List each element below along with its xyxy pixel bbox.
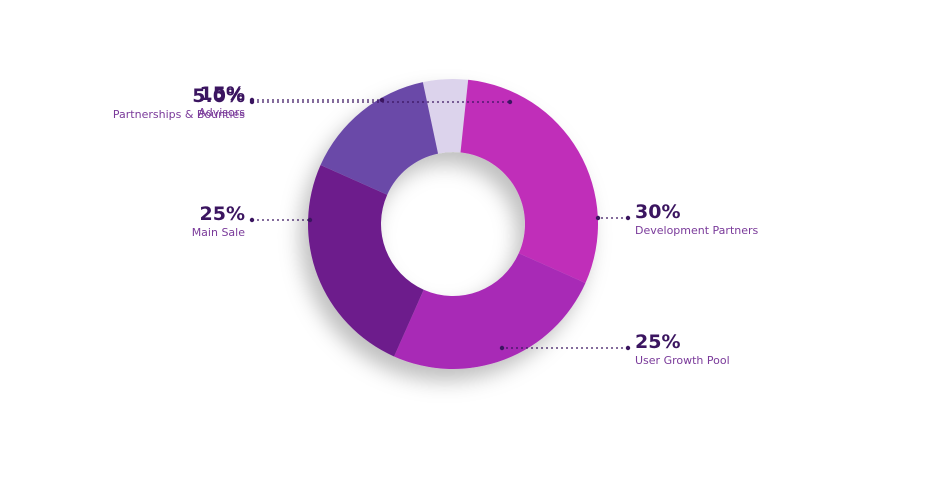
leader-dot	[307, 217, 313, 223]
category-label: Partnerships & Bounties	[113, 108, 245, 121]
value-label: 5.0%	[192, 85, 245, 107]
slice	[320, 82, 439, 195]
value-label: 15%	[200, 83, 245, 105]
value-label: 30%	[635, 201, 680, 223]
leader-dot	[249, 217, 255, 223]
leader-dot	[625, 345, 631, 351]
category-label: Main Sale	[192, 226, 246, 239]
category-label: User Growth Pool	[635, 354, 730, 367]
slice	[307, 165, 424, 357]
leader-dot	[507, 99, 513, 105]
leader-dot	[379, 97, 385, 103]
leader-dot	[249, 97, 255, 103]
slice	[422, 79, 469, 154]
leader-dot	[595, 215, 601, 221]
category-label: Development Partners	[635, 224, 759, 237]
value-label: 25%	[200, 203, 245, 225]
leader-dot	[625, 215, 631, 221]
category-label: Advisors	[198, 106, 245, 119]
slice	[460, 79, 599, 283]
value-label: 25%	[635, 331, 680, 353]
slice	[394, 253, 586, 369]
donut	[307, 79, 599, 369]
leader-dot	[499, 345, 505, 351]
